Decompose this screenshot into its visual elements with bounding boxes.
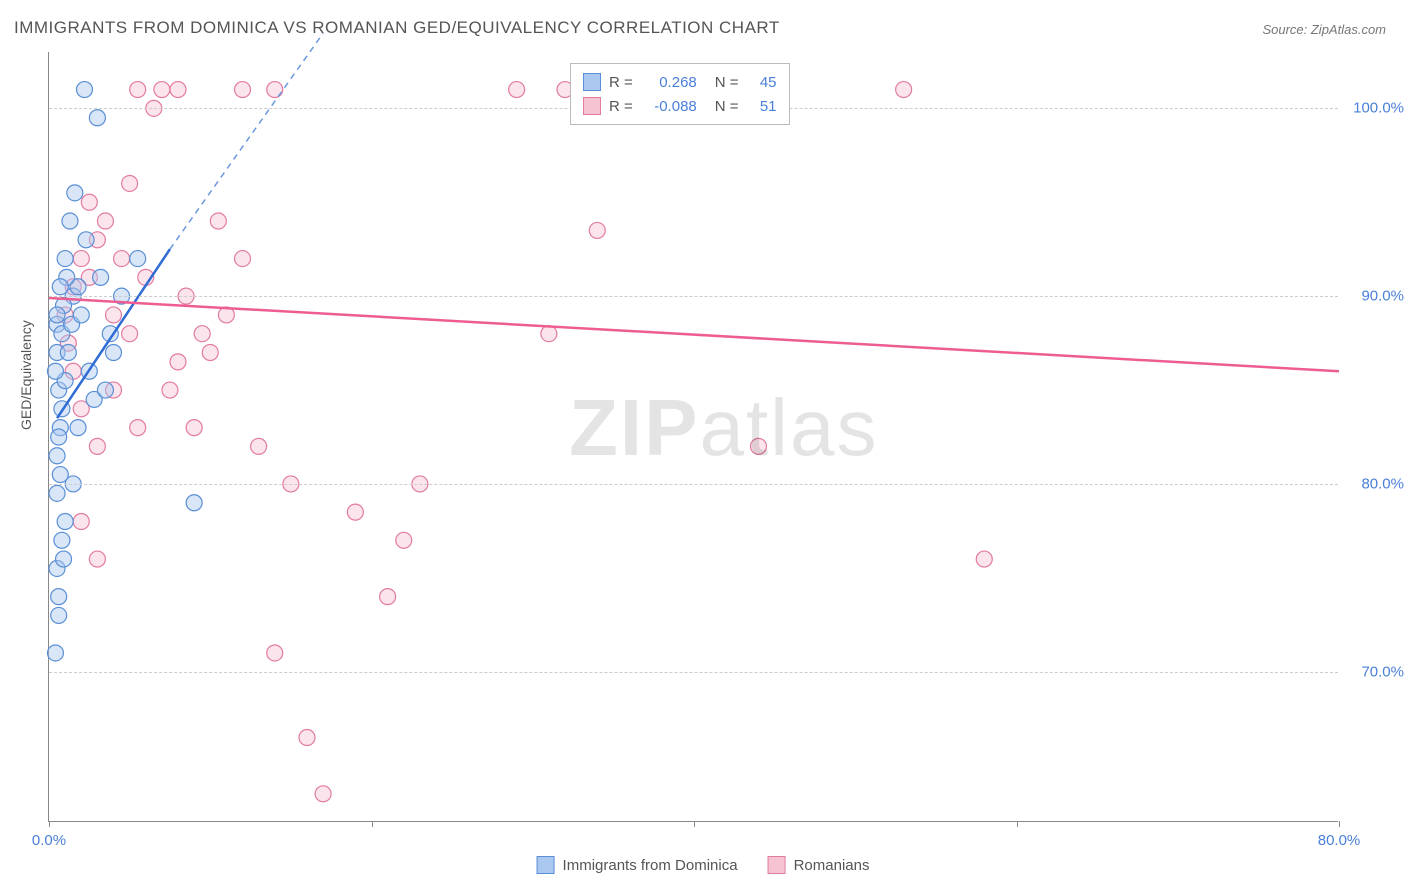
legend-series-item: Romanians (768, 856, 870, 874)
legend-n-label: N = (715, 74, 739, 91)
x-tick (49, 821, 50, 827)
legend-swatch-b (583, 97, 601, 115)
legend-r-label: R = (609, 98, 633, 115)
legend-swatch-a (583, 73, 601, 91)
source-attribution: Source: ZipAtlas.com (1262, 22, 1386, 37)
legend-swatch-a (537, 856, 555, 874)
legend-series-label: Immigrants from Dominica (563, 857, 738, 874)
legend-swatch-b (768, 856, 786, 874)
legend-stats-row: R = 0.268 N = 45 (583, 70, 777, 94)
legend-r-value: -0.088 (641, 98, 697, 115)
y-axis-label: GED/Equivalency (18, 320, 34, 430)
gridline (49, 484, 1338, 485)
x-tick (1339, 821, 1340, 827)
legend-series-label: Romanians (794, 857, 870, 874)
gridline (49, 296, 1338, 297)
plot-area: ZIPatlas 70.0%80.0%90.0%100.0%0.0%80.0% (48, 52, 1338, 822)
legend-series: Immigrants from Dominica Romanians (537, 856, 870, 874)
legend-series-item: Immigrants from Dominica (537, 856, 738, 874)
x-tick-label: 80.0% (1318, 832, 1361, 849)
legend-r-value: 0.268 (641, 74, 697, 91)
x-tick (694, 821, 695, 827)
scatter-svg (49, 52, 1339, 822)
legend-n-value: 51 (747, 98, 777, 115)
legend-n-value: 45 (747, 74, 777, 91)
gridline (49, 672, 1338, 673)
x-tick (372, 821, 373, 827)
legend-r-label: R = (609, 74, 633, 91)
y-tick-label: 100.0% (1353, 100, 1404, 117)
legend-stats-row: R = -0.088 N = 51 (583, 94, 777, 118)
legend-stats: R = 0.268 N = 45 R = -0.088 N = 51 (570, 63, 790, 125)
y-tick-label: 70.0% (1361, 663, 1404, 680)
x-tick-label: 0.0% (32, 832, 66, 849)
y-tick-label: 90.0% (1361, 288, 1404, 305)
x-tick (1017, 821, 1018, 827)
chart-title: IMMIGRANTS FROM DOMINICA VS ROMANIAN GED… (14, 18, 780, 38)
y-tick-label: 80.0% (1361, 475, 1404, 492)
legend-n-label: N = (715, 98, 739, 115)
